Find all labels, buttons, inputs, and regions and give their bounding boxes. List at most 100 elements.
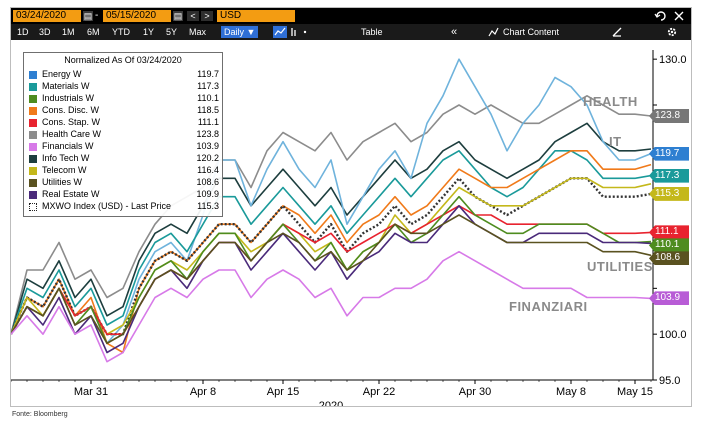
range-5y[interactable]: 5Y	[166, 27, 178, 37]
legend-title: Normalized As Of 03/24/2020	[64, 55, 182, 65]
legend-label: Financials W	[42, 141, 94, 151]
undo-redo-controls	[654, 11, 684, 21]
legend-label: MXWO Index (USD) - Last Price	[42, 201, 172, 211]
start-date-field[interactable]: 03/24/2020	[13, 10, 81, 22]
legend-value: 110.1	[197, 93, 219, 103]
last-value-tag: 119.7	[649, 146, 689, 161]
collapse-icon[interactable]: «	[451, 26, 458, 38]
annotation-financials: FINANZIARI	[509, 299, 588, 314]
legend-swatch	[29, 83, 37, 91]
last-value-tag: 117.3	[649, 168, 689, 183]
series-line	[11, 195, 652, 345]
last-value-tag: 123.8	[649, 109, 689, 123]
last-value-tag: 103.9	[649, 291, 689, 306]
more-icon[interactable]	[303, 30, 307, 34]
annotation-utilities: UTILITIES	[587, 259, 653, 274]
legend-entry[interactable]: Cons. Stap. W 111.1	[29, 117, 219, 128]
chart-window: 03/24/2020 ▤ - 05/15/2020 ▤ < > USD 1D 3…	[10, 7, 692, 407]
chart-content-icon[interactable]	[487, 26, 499, 38]
range-1y[interactable]: 1Y	[143, 27, 155, 37]
x-tick-label: Apr 30	[459, 386, 491, 398]
legend-value: 117.3	[197, 81, 219, 91]
series-line	[11, 214, 652, 345]
legend-entry[interactable]: Info Tech W 120.2	[29, 153, 219, 164]
end-date-field[interactable]: 05/15/2020	[103, 10, 171, 22]
gear-icon[interactable]	[666, 26, 678, 38]
legend-swatch	[29, 95, 37, 103]
legend-value: 109.9	[196, 189, 219, 199]
range-ytd[interactable]: YTD	[112, 27, 130, 37]
line-chart: 95.0 100.0 130.0 Mar 31 Apr 8 Apr 15 Apr 22 Apr…	[11, 50, 687, 406]
legend-entry[interactable]: Real Estate W 109.9	[29, 189, 219, 200]
series-line	[11, 205, 652, 354]
legend-label: Materials W	[42, 81, 90, 91]
range-6m[interactable]: 6M	[87, 27, 100, 37]
legend-value: 118.5	[197, 105, 219, 115]
series-line	[11, 150, 652, 354]
legend: Normalized As Of 03/24/2020 Energy W 119.…	[23, 52, 223, 217]
legend-entry[interactable]: Cons. Disc. W 118.5	[29, 105, 219, 116]
legend-label: Cons. Disc. W	[42, 105, 100, 115]
last-value-tag: 115.3	[649, 186, 689, 201]
legend-value: 103.9	[196, 141, 219, 151]
legend-label: Telecom W	[42, 165, 87, 175]
y-tick-label: 100.0	[659, 329, 687, 341]
calendar-icon[interactable]: ▤	[83, 11, 93, 21]
legend-entry[interactable]: Health Care W 123.8	[29, 129, 219, 140]
legend-label: Utilities W	[42, 177, 82, 187]
range-bar: 1D 3D 1M 6M YTD 1Y 5Y Max Daily ▼ Table …	[11, 24, 691, 40]
legend-label: Info Tech W	[42, 153, 90, 163]
undo-icon[interactable]	[656, 11, 666, 21]
nav-back-button[interactable]: <	[187, 11, 199, 21]
legend-entry[interactable]: Telecom W 116.4	[29, 165, 219, 176]
frequency-dropdown[interactable]: Daily ▼	[221, 26, 259, 38]
legend-value: 123.8	[196, 129, 219, 139]
legend-value: 120.2	[196, 153, 219, 163]
bar-chart-icon[interactable]	[291, 28, 296, 36]
legend-swatch	[29, 107, 37, 115]
legend-swatch	[29, 203, 37, 211]
series-line	[11, 177, 652, 336]
range-3d[interactable]: 3D	[39, 27, 51, 37]
legend-swatch	[29, 71, 37, 79]
close-icon[interactable]	[674, 11, 684, 21]
series-line	[11, 94, 652, 335]
series-line	[11, 58, 652, 345]
legend-entry[interactable]: Energy W 119.7	[29, 69, 219, 80]
legend-entry[interactable]: Materials W 117.3	[29, 81, 219, 92]
legend-entry[interactable]: Industrials W 110.1	[29, 93, 219, 104]
legend-swatch	[29, 179, 37, 187]
date-separator: -	[95, 10, 99, 21]
last-value-tag: 108.6	[649, 251, 689, 266]
series-line	[11, 250, 652, 363]
legend-entry[interactable]: Utilities W 108.6	[29, 177, 219, 188]
legend-swatch	[29, 167, 37, 175]
legend-value: 111.1	[197, 117, 219, 127]
legend-value: 108.6	[196, 177, 219, 187]
currency-field[interactable]: USD	[217, 10, 295, 22]
nav-forward-button[interactable]: >	[201, 11, 213, 21]
calendar-icon[interactable]: ▤	[173, 11, 183, 21]
annotation-health: HEALTH	[583, 94, 638, 109]
table-button[interactable]: Table	[361, 27, 383, 37]
legend-entry[interactable]: Financials W 103.9	[29, 141, 219, 152]
legend-swatch	[29, 143, 37, 151]
x-tick-label: Apr 15	[267, 386, 299, 398]
x-tick-label: Mar 31	[74, 386, 108, 398]
legend-entry[interactable]: MXWO Index (USD) - Last Price 115.3	[29, 201, 219, 212]
edit-icon[interactable]	[611, 26, 623, 38]
x-tick-label: May 15	[617, 386, 653, 398]
range-1d[interactable]: 1D	[17, 27, 29, 37]
chart-type-controls	[273, 26, 307, 38]
legend-label: Real Estate W	[42, 189, 100, 199]
last-value-tag: 111.1	[649, 225, 689, 240]
legend-swatch	[29, 119, 37, 127]
y-tick-label: 130.0	[659, 54, 687, 66]
range-1m[interactable]: 1M	[62, 27, 75, 37]
legend-label: Energy W	[42, 69, 82, 79]
legend-value: 115.3	[197, 201, 219, 211]
series-line	[11, 150, 652, 335]
legend-swatch	[29, 155, 37, 163]
chart-content-button[interactable]: Chart Content	[503, 27, 560, 37]
range-max[interactable]: Max	[189, 27, 207, 37]
